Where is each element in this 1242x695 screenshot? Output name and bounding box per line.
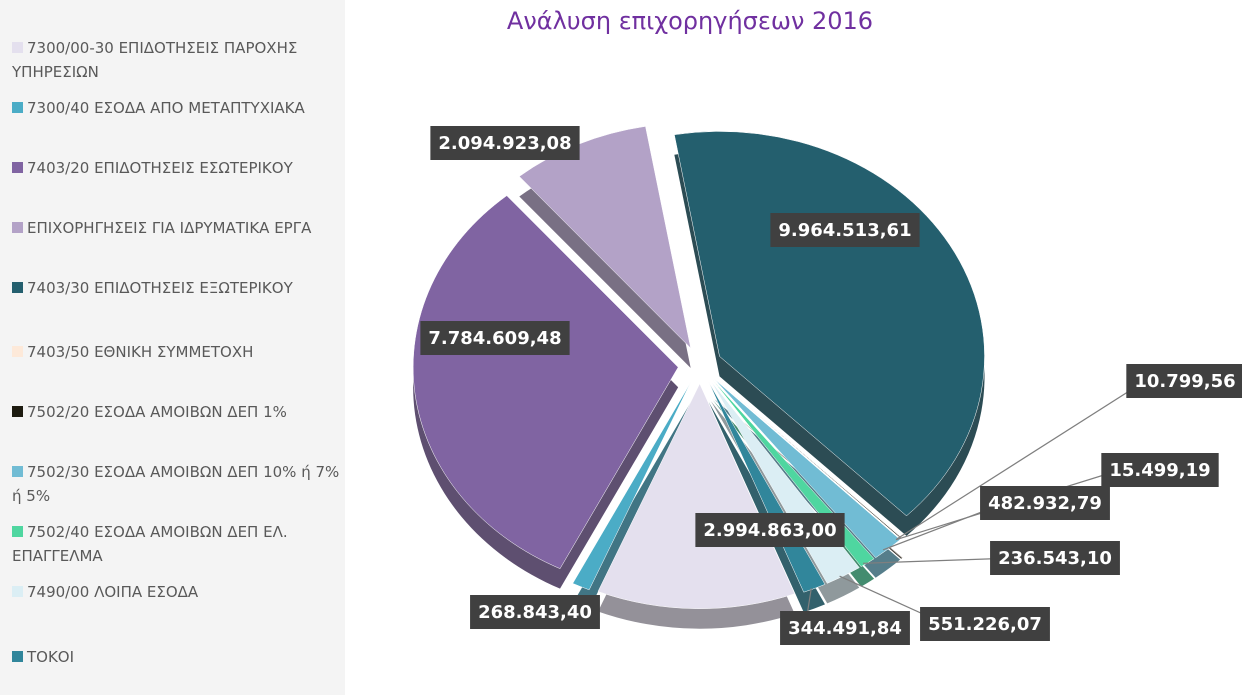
data-label: 10.799,56	[1134, 371, 1235, 392]
data-label: 236.543,10	[998, 548, 1112, 569]
legend-swatch	[12, 586, 23, 597]
legend-swatch	[12, 162, 23, 173]
data-label: 551.226,07	[928, 614, 1042, 635]
legend-swatch	[12, 222, 23, 233]
legend-swatch	[12, 42, 23, 53]
legend-swatch	[12, 406, 23, 417]
chart-title: Ανάλυση επιχορηγήσεων 2016	[507, 7, 873, 35]
legend-item: ΕΠΙΧΟΡΗΓΗΣΕΙΣ ΓΙΑ ΙΔΡΥΜΑΤΙΚΑ ΕΡΓΑ	[12, 216, 342, 240]
leader-line	[896, 380, 1146, 540]
data-label: 15.499,19	[1109, 460, 1210, 481]
legend-swatch	[12, 526, 23, 537]
legend-label: 7300/40 ΕΣΟΔΑ ΑΠΟ ΜΕΤΑΠΤΥΧΙΑΚΑ	[27, 99, 305, 117]
legend-label: 7502/20 ΕΣΟΔΑ ΑΜΟΙΒΩΝ ΔΕΠ 1%	[27, 403, 287, 421]
legend-swatch	[12, 651, 23, 662]
legend-item: 7300/00-30 ΕΠΙΔΟΤΗΣΕΙΣ ΠΑΡΟΧΗΣ ΥΠΗΡΕΣΙΩΝ	[12, 36, 342, 84]
legend-swatch	[12, 282, 23, 293]
data-label: 268.843,40	[478, 602, 592, 623]
legend-label: 7502/30 ΕΣΟΔΑ ΑΜΟΙΒΩΝ ΔΕΠ 10% ή 7% ή 5%	[12, 463, 340, 505]
legend-label: 7403/20 ΕΠΙΔΟΤΗΣΕΙΣ ΕΣΩΤΕΡΙΚΟΥ	[27, 159, 293, 177]
legend-item: 7403/50 ΕΘΝΙΚΗ ΣΥΜΜΕΤΟΧΗ	[12, 340, 342, 364]
legend-label: 7300/00-30 ΕΠΙΔΟΤΗΣΕΙΣ ΠΑΡΟΧΗΣ ΥΠΗΡΕΣΙΩΝ	[12, 39, 298, 81]
data-label-box	[695, 513, 845, 547]
legend-label: 7403/50 ΕΘΝΙΚΗ ΣΥΜΜΕΤΟΧΗ	[27, 343, 254, 361]
data-label-box	[420, 321, 570, 355]
legend-swatch	[12, 102, 23, 113]
leader-line	[863, 557, 1016, 564]
data-label-box	[990, 541, 1120, 575]
data-label-box	[1126, 364, 1242, 398]
data-label-box	[1101, 453, 1219, 487]
legend-swatch	[12, 466, 23, 477]
legend-label: ΕΠΙΧΟΡΗΓΗΣΕΙΣ ΓΙΑ ΙΔΡΥΜΑΤΙΚΑ ΕΡΓΑ	[27, 219, 312, 237]
slice	[572, 381, 692, 591]
data-label: 9.964.513,61	[778, 220, 911, 241]
legend-label: 7502/40 ΕΣΟΔΑ ΑΜΟΙΒΩΝ ΔΕΠ ΕΛ. ΕΠΑΓΓΕΛΜΑ	[12, 523, 288, 565]
legend-item: 7403/20 ΕΠΙΔΟΤΗΣΕΙΣ ΕΣΩΤΕΡΙΚΟΥ	[12, 156, 342, 180]
legend-item: 7502/40 ΕΣΟΔΑ ΑΜΟΙΒΩΝ ΔΕΠ ΕΛ. ΕΠΑΓΓΕΛΜΑ	[12, 520, 342, 568]
slice	[714, 378, 901, 559]
data-label-box	[770, 213, 920, 247]
legend-item: 7502/20 ΕΣΟΔΑ ΑΜΟΙΒΩΝ ΔΕΠ 1%	[12, 400, 342, 424]
legend-label: ΤΟΚΟΙ	[27, 648, 75, 666]
data-label-box	[920, 607, 1050, 641]
data-label-box	[780, 611, 910, 645]
legend-label: 7490/00 ΛΟΙΠΑ ΕΣΟΔΑ	[27, 583, 199, 601]
legend-item: 7490/00 ΛΟΙΠΑ ΕΣΟΔΑ	[12, 580, 342, 604]
legend: 7300/00-30 ΕΠΙΔΟΤΗΣΕΙΣ ΠΑΡΟΧΗΣ ΥΠΗΡΕΣΙΩΝ…	[0, 0, 345, 695]
slice	[597, 383, 796, 609]
legend-item: ΤΟΚΟΙ	[12, 645, 342, 669]
legend-item: 7403/30 ΕΠΙΔΟΤΗΣΕΙΣ ΕΞΩΤΕΡΙΚΟΥ	[12, 276, 342, 300]
data-label-box	[470, 595, 600, 629]
data-label: 7.784.609,48	[428, 328, 561, 349]
slice	[412, 195, 679, 569]
data-label: 344.491,84	[788, 618, 902, 639]
data-label: 482.932,79	[988, 493, 1102, 514]
legend-swatch	[12, 346, 23, 357]
legend-item: 7300/40 ΕΣΟΔΑ ΑΠΟ ΜΕΤΑΠΤΥΧΙΑΚΑ	[12, 96, 342, 120]
data-label: 2.994.863,00	[703, 520, 836, 541]
legend-item: 7502/30 ΕΣΟΔΑ ΑΜΟΙΒΩΝ ΔΕΠ 10% ή 7% ή 5%	[12, 460, 342, 508]
data-label-box	[430, 126, 580, 160]
legend-label: 7403/30 ΕΠΙΔΟΤΗΣΕΙΣ ΕΞΩΤΕΡΙΚΟΥ	[27, 279, 293, 297]
data-label: 2.094.923,08	[438, 133, 571, 154]
data-label-box	[980, 486, 1110, 520]
